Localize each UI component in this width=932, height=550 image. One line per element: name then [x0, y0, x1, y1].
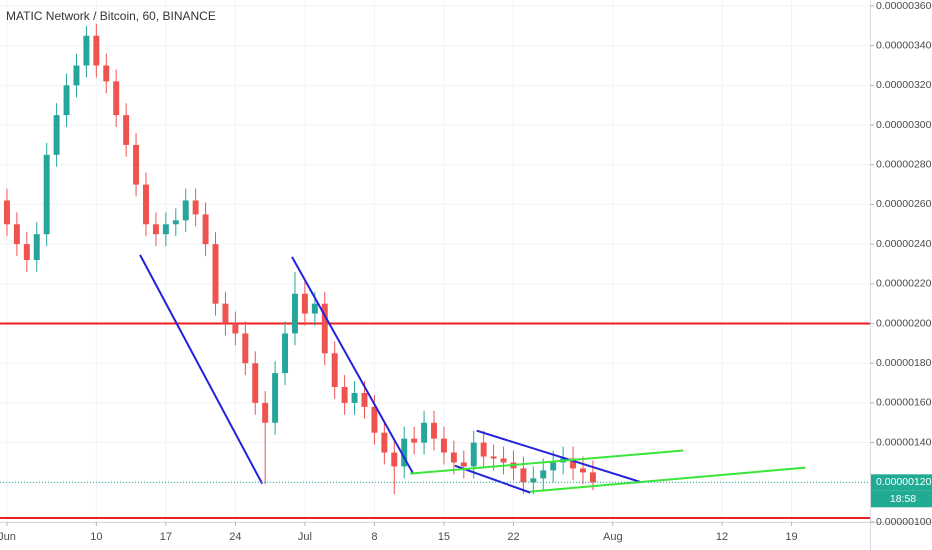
x-tick-label: 22 — [507, 531, 519, 543]
candle-body — [172, 220, 179, 225]
candle-body — [291, 293, 298, 334]
y-tick-label: 0.00000300 — [876, 119, 932, 131]
candle-body — [43, 154, 50, 235]
candle-body — [272, 373, 279, 423]
y-tick-label: 0.00000240 — [876, 238, 932, 250]
candle-body — [480, 442, 487, 457]
x-tick-label: 10 — [90, 531, 102, 543]
candle-body — [361, 392, 368, 407]
candle-body — [63, 85, 70, 116]
candle-body — [321, 303, 328, 354]
candle-body — [113, 81, 120, 116]
x-tick-label: 17 — [160, 531, 172, 543]
candle-body — [331, 353, 338, 388]
y-tick-label: 0.00000340 — [876, 39, 932, 51]
candle-body — [53, 115, 60, 155]
candle-body — [152, 224, 159, 235]
trend-line — [139, 254, 264, 485]
y-tick-label: 0.00000160 — [876, 397, 932, 409]
trend-line — [454, 464, 531, 494]
y-tick-label: 0.00000200 — [876, 317, 932, 329]
candle-body — [550, 462, 557, 471]
candle-body — [3, 200, 10, 225]
trend-line — [476, 429, 640, 483]
x-tick-label: 12 — [716, 531, 728, 543]
y-tick-label: 0.00000320 — [876, 79, 932, 91]
candle-body — [282, 333, 289, 374]
candle-body — [212, 244, 219, 304]
candle-body — [23, 244, 30, 261]
candle-body — [431, 422, 437, 439]
candle-body — [232, 323, 239, 334]
y-tick-label: 0.00000260 — [876, 198, 932, 210]
candle-body — [202, 214, 209, 245]
x-tick-label: Jun — [0, 531, 16, 543]
candle-body — [83, 35, 90, 66]
chart-title: MATIC Network / Bitcoin, 60, BINANCE — [6, 9, 216, 23]
candle-body — [301, 293, 308, 314]
candle-body — [401, 438, 408, 467]
candle-body — [13, 224, 20, 245]
candle-body — [371, 406, 378, 433]
candle-body — [242, 333, 249, 364]
candle-body — [490, 456, 497, 459]
last-price-box — [871, 474, 932, 491]
candle-body — [460, 462, 467, 467]
x-tick-label: Aug — [603, 531, 623, 543]
candle-body — [421, 422, 428, 443]
candle-body — [589, 472, 596, 483]
y-tick-label: 0.00000360 — [876, 0, 932, 12]
candle-body — [520, 468, 527, 483]
x-tick-label: 15 — [438, 531, 450, 543]
candle-body — [570, 458, 577, 469]
countdown-box — [871, 490, 932, 508]
candle-body — [311, 303, 318, 314]
y-tick-label: 0.00000280 — [876, 159, 932, 171]
y-tick-label: 0.00000220 — [876, 278, 932, 290]
candle-body — [33, 234, 40, 261]
y-tick-label: 0.00000140 — [876, 436, 932, 448]
x-tick-label: Jul — [298, 531, 312, 543]
candle-body — [222, 303, 229, 324]
candle-body — [580, 468, 586, 473]
y-tick-label: 0.00000180 — [876, 357, 932, 369]
trend-line — [410, 449, 684, 475]
x-tick-label: 19 — [785, 531, 797, 543]
x-tick-label: 24 — [229, 531, 241, 543]
candle-body — [93, 35, 100, 66]
x-tick-label: 8 — [371, 531, 377, 543]
marks — [0, 23, 870, 520]
candle-body — [351, 392, 358, 403]
candle-body — [540, 470, 547, 479]
candle-body — [530, 478, 537, 483]
candle-body — [123, 115, 130, 145]
candle-body — [252, 363, 259, 403]
candle-body — [440, 438, 447, 453]
last-price-label: 0.00000120 — [876, 476, 932, 488]
y-tick-label: 0.00000100 — [876, 516, 932, 528]
candle-body — [182, 200, 189, 221]
candle-body — [500, 458, 507, 463]
candle-body — [470, 442, 477, 467]
countdown-label: 18:58 — [890, 493, 916, 505]
candle-body — [73, 65, 80, 86]
candle-body — [192, 200, 199, 215]
candle-body — [391, 452, 398, 467]
trend-line — [291, 256, 415, 475]
candle-body — [381, 432, 388, 453]
trend-line — [530, 466, 806, 493]
candle-body — [103, 65, 110, 82]
candle-body — [411, 438, 418, 443]
candle-body — [143, 184, 149, 225]
candle-body — [450, 452, 457, 463]
candle-body — [133, 144, 140, 185]
candle-body — [341, 387, 348, 403]
candle-body — [162, 224, 169, 235]
candle-body — [262, 402, 269, 423]
